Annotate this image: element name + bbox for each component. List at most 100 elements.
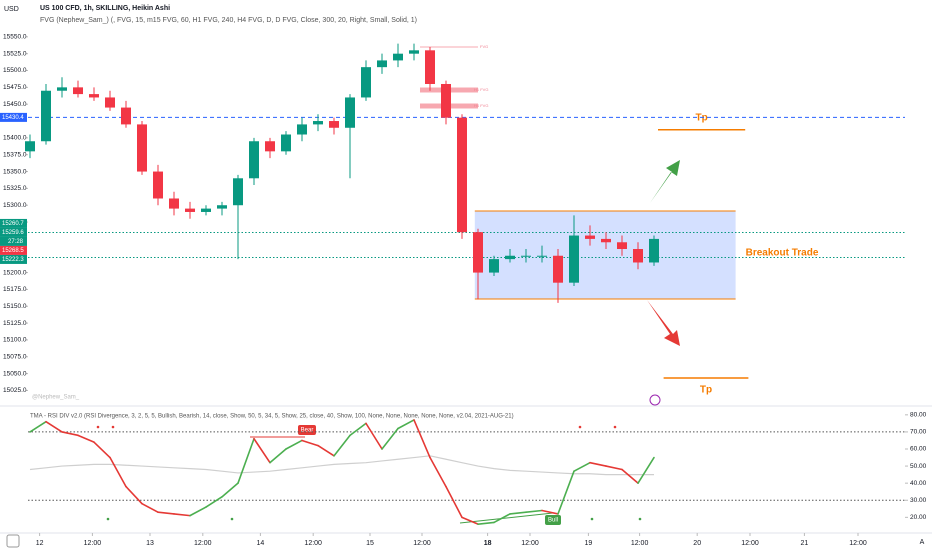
price-tag-label: 15259.6 (2, 230, 24, 236)
price-tag (0, 218, 27, 228)
settings-icon[interactable] (6, 534, 20, 548)
rsi-ma (29, 455, 654, 476)
x-tick-label: 18 (484, 540, 492, 547)
rsi-segment (77, 434, 95, 443)
rsi-segment (621, 468, 639, 484)
candle-body (473, 232, 483, 273)
candle-body (233, 178, 243, 206)
y-tick-label: 15200.0 (3, 269, 27, 276)
price-tag-label: 15430.4 (2, 115, 24, 121)
rsi-segment (221, 482, 239, 498)
y-tick-label: 70.00 (910, 429, 927, 436)
candle-body (57, 87, 67, 91)
candle-body (521, 255, 531, 257)
up-arrow (650, 160, 680, 203)
rsi-segment (237, 437, 255, 484)
target-label: Tp (700, 385, 712, 396)
y-tick-label: 15125.0 (3, 320, 27, 327)
x-tick-label: 12:00 (194, 540, 212, 547)
rsi-segment (541, 509, 559, 515)
bear-tag (298, 425, 316, 435)
candle-body (41, 90, 51, 142)
rsi-segment (493, 513, 511, 524)
x-tick-label: 12:00 (413, 540, 431, 547)
watermark: @Nephew_Sam_ (32, 395, 80, 401)
y-tick-label: 15100.0 (3, 337, 27, 344)
fvg-label: FVG (480, 44, 488, 49)
candle-body (457, 117, 467, 233)
bull-tag (545, 515, 561, 525)
price-tag-label: 15222.3 (2, 257, 24, 263)
signal-dot (96, 425, 100, 429)
price-tag (0, 227, 27, 237)
y-tick-label: 15450.0 (3, 101, 27, 108)
signal-dot (230, 517, 234, 521)
rsi-segment (397, 419, 415, 430)
rsi-segment (477, 521, 495, 525)
y-tick-label: 15075.0 (3, 353, 27, 360)
signal-dot (106, 517, 110, 521)
rsi-segment (461, 516, 479, 525)
candle-body (217, 205, 227, 209)
candle-body (201, 208, 211, 212)
down-arrow (647, 300, 680, 346)
signal-dot (578, 425, 582, 429)
candle-body (313, 121, 323, 125)
candle-body (409, 50, 419, 54)
candle-body (361, 67, 371, 98)
y-tick-label: 15050.0 (3, 370, 27, 377)
signal-dot (111, 425, 115, 429)
rsi-segment (45, 420, 63, 433)
rsi-segment (269, 448, 287, 464)
chart-title: US 100 CFD, 1h, SKILLING, Heikin Ashi (40, 5, 170, 12)
rsi-segment (29, 420, 47, 433)
rsi-segment (589, 461, 607, 467)
y-tick-label: 15550.0 (3, 34, 27, 41)
candle-body (297, 124, 307, 135)
candle-body (265, 141, 275, 152)
y-tick-label: 15525.0 (3, 50, 27, 57)
bear-label: Bear (301, 428, 314, 434)
y-tick-label: 80.00 (910, 412, 927, 419)
y-tick-label: 60.00 (910, 446, 927, 453)
rsi-segment (333, 434, 351, 457)
candle-body (425, 50, 435, 84)
x-tick-label: 12:00 (304, 540, 322, 547)
rsi-segment (349, 422, 367, 437)
price-tag (0, 112, 27, 122)
y-tick-label: 15325.0 (3, 185, 27, 192)
rsi-segment (429, 456, 447, 488)
x-tick-label: 12:00 (849, 540, 867, 547)
y-tick-label: 50.00 (910, 463, 927, 470)
rsi-segment (573, 461, 591, 473)
candle-body (281, 134, 291, 152)
y-tick-label: 15025.0 (3, 387, 27, 394)
x-tick-label: 12:00 (741, 540, 759, 547)
candle-body (601, 238, 611, 243)
candle-body (633, 249, 643, 263)
rsi-title: TMA - RSI DIV v2.0 (RSI Divergence, 3, 2… (30, 414, 514, 420)
rsi-segment (61, 431, 79, 437)
x-tick-label: 12:00 (521, 540, 539, 547)
rsi-segment (93, 441, 111, 459)
y-tick-label: 15500.0 (3, 67, 27, 74)
alert-icon[interactable] (649, 394, 661, 406)
candle-body (89, 94, 99, 98)
y-tick-label: 15400.0 (3, 135, 27, 142)
rsi-segment (317, 444, 335, 457)
signal-dot (613, 425, 617, 429)
candle-body (377, 60, 387, 68)
rsi-segment (157, 511, 175, 515)
price-tag-label: 15260.7 (2, 221, 24, 227)
x-tick-label: 21 (801, 540, 809, 547)
candle-body (25, 141, 35, 152)
rsi-segment (637, 456, 655, 484)
candle-body (649, 238, 659, 263)
rsi-segment (381, 427, 399, 450)
rsi-segment (173, 513, 191, 517)
corner-label[interactable]: A (920, 539, 925, 546)
y-tick-label: 15350.0 (3, 168, 27, 175)
y-tick-label: 15375.0 (3, 151, 27, 158)
y-tick-label: 15150.0 (3, 303, 27, 310)
